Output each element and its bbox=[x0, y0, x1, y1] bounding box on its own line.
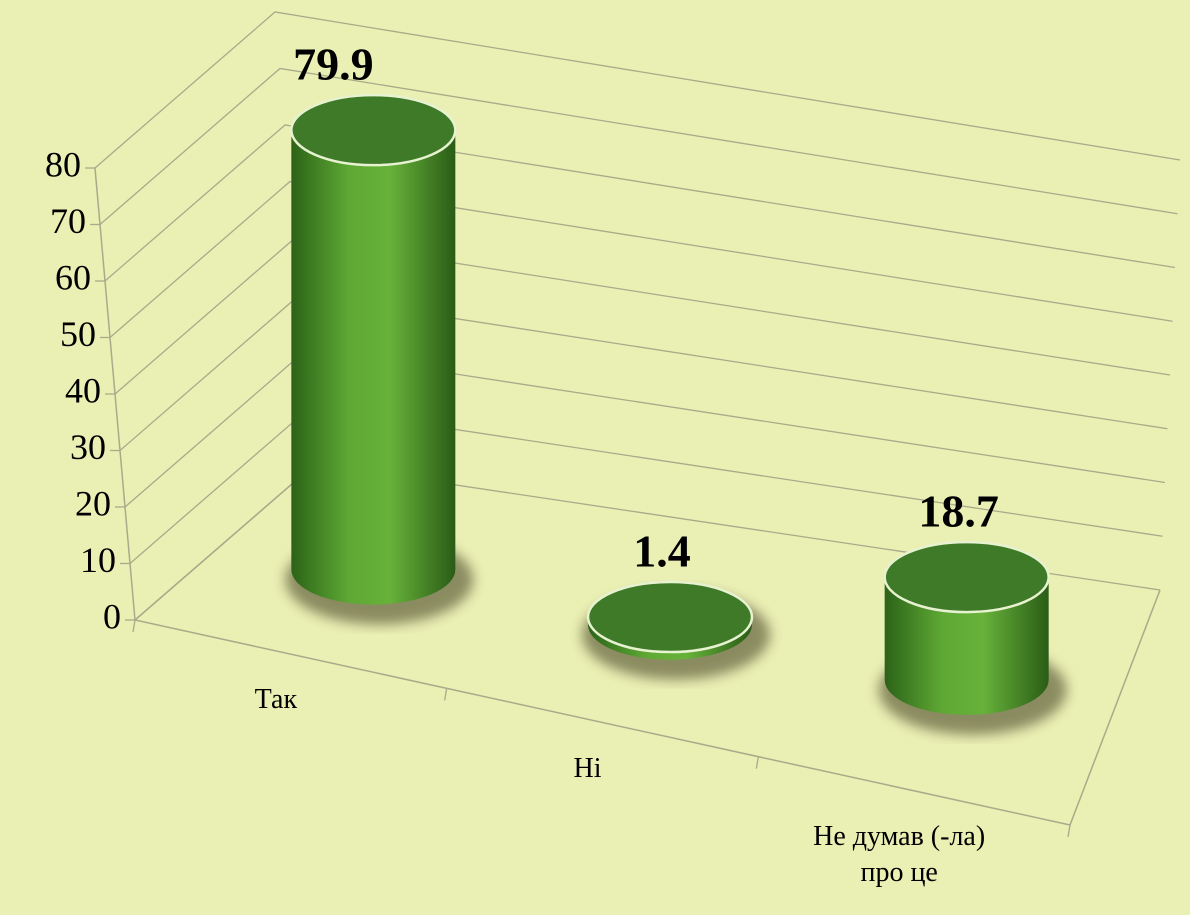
y-tick-label: 60 bbox=[55, 257, 91, 297]
y-tick-label: 30 bbox=[70, 427, 106, 467]
y-tick-label: 10 bbox=[80, 540, 116, 580]
grid-line bbox=[124, 350, 1166, 508]
cylinder-top bbox=[586, 580, 754, 654]
grid-line bbox=[104, 124, 1176, 282]
grid-line bbox=[114, 237, 1171, 395]
data-label: 79.9 bbox=[293, 39, 374, 90]
y-axis bbox=[94, 167, 136, 621]
y-tick-label: 20 bbox=[75, 483, 111, 523]
y-tick-label: 80 bbox=[45, 144, 81, 184]
cylinder-top bbox=[883, 540, 1050, 614]
grid-line bbox=[94, 11, 1181, 169]
x-tick bbox=[755, 756, 759, 769]
y-tick-label: 50 bbox=[60, 314, 96, 354]
x-tick-label: Ні bbox=[573, 752, 602, 784]
cylinder bbox=[884, 577, 1049, 715]
x-tick-label: Так bbox=[254, 684, 298, 716]
y-tick-label: 0 bbox=[103, 596, 121, 636]
grid-line bbox=[119, 293, 1168, 451]
cylinder bbox=[291, 130, 456, 605]
x-tick bbox=[1067, 824, 1071, 838]
grid-line bbox=[99, 67, 1178, 225]
x-tick-label: Не думав (-ла) про це bbox=[813, 820, 986, 888]
y-tick-label: 40 bbox=[65, 370, 101, 410]
x-tick bbox=[444, 688, 448, 701]
grid-line bbox=[109, 180, 1173, 338]
y-tick-label: 70 bbox=[50, 201, 86, 241]
cylinder-top bbox=[290, 93, 457, 167]
data-label: 18.7 bbox=[918, 486, 999, 537]
data-label: 1.4 bbox=[633, 526, 691, 577]
x-tick bbox=[132, 619, 136, 633]
